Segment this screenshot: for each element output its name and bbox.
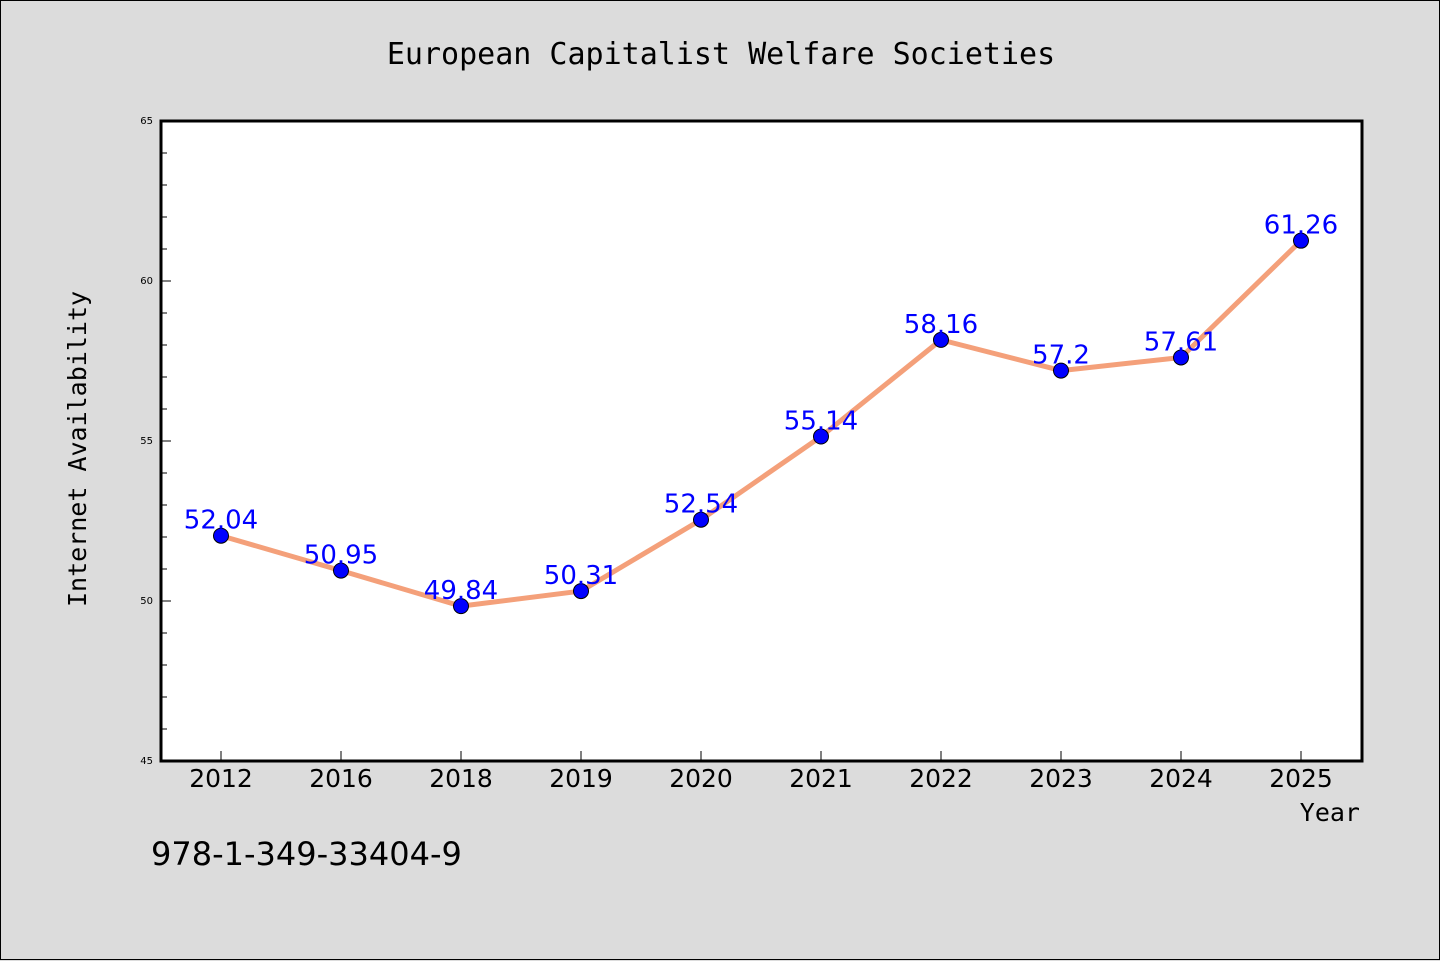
chart-title: European Capitalist Welfare Societies bbox=[387, 37, 1055, 72]
data-label: 49.84 bbox=[424, 576, 498, 606]
data-point bbox=[453, 598, 469, 615]
y-tick-label: 45 bbox=[140, 756, 153, 767]
data-point bbox=[693, 511, 709, 528]
y-tick-label: 55 bbox=[140, 436, 153, 447]
data-label: 50.31 bbox=[544, 561, 618, 591]
x-tick-label: 2019 bbox=[549, 764, 613, 793]
data-label: 57.61 bbox=[1144, 327, 1218, 357]
data-point bbox=[1053, 362, 1069, 379]
series-line bbox=[220, 238, 1303, 609]
x-tick-label: 2025 bbox=[1269, 764, 1333, 793]
data-point bbox=[933, 331, 949, 348]
x-tick-label: 2020 bbox=[669, 764, 733, 793]
y-tick-label: 60 bbox=[140, 276, 153, 287]
data-label: 61.26 bbox=[1264, 211, 1338, 241]
x-tick-label: 2018 bbox=[429, 764, 493, 793]
data-point bbox=[573, 583, 589, 600]
data-label: 57.2 bbox=[1032, 341, 1090, 371]
y-axis: 45 50 55 60 65 bbox=[140, 116, 171, 767]
x-tick-label: 2016 bbox=[309, 764, 373, 793]
y-tick-label: 65 bbox=[140, 116, 153, 127]
data-point bbox=[333, 562, 349, 579]
x-axis-label: Year bbox=[1300, 798, 1360, 827]
y-tick-label: 50 bbox=[140, 596, 153, 607]
data-label: 52.04 bbox=[184, 506, 258, 536]
data-point bbox=[1293, 232, 1309, 249]
data-point bbox=[213, 527, 229, 544]
x-tick-label: 2012 bbox=[189, 764, 253, 793]
footer-isbn: 978-1-349-33404-9 bbox=[151, 835, 462, 873]
series-line-layer bbox=[213, 232, 1309, 615]
plot-area bbox=[159, 119, 1364, 763]
x-tick-label: 2024 bbox=[1149, 764, 1213, 793]
x-tick-label: 2023 bbox=[1029, 764, 1093, 793]
data-label-layer: 52.04 50.95 49.84 50.31 52.54 55.14 58.16 57.2 5… bbox=[184, 211, 1338, 606]
data-label: 52.54 bbox=[664, 490, 738, 520]
data-point bbox=[813, 428, 829, 445]
data-label: 50.95 bbox=[304, 541, 378, 571]
x-axis: 2012 2016 2018 2019 2020 2021 2022 2023 2024 2025 bbox=[189, 751, 1333, 793]
y-axis-label: Internet Availability bbox=[63, 291, 92, 607]
data-label: 55.14 bbox=[784, 407, 858, 437]
x-tick-label: 2022 bbox=[909, 764, 973, 793]
x-tick-label: 2021 bbox=[789, 764, 853, 793]
data-point bbox=[1173, 349, 1189, 366]
data-label: 58.16 bbox=[904, 310, 978, 340]
